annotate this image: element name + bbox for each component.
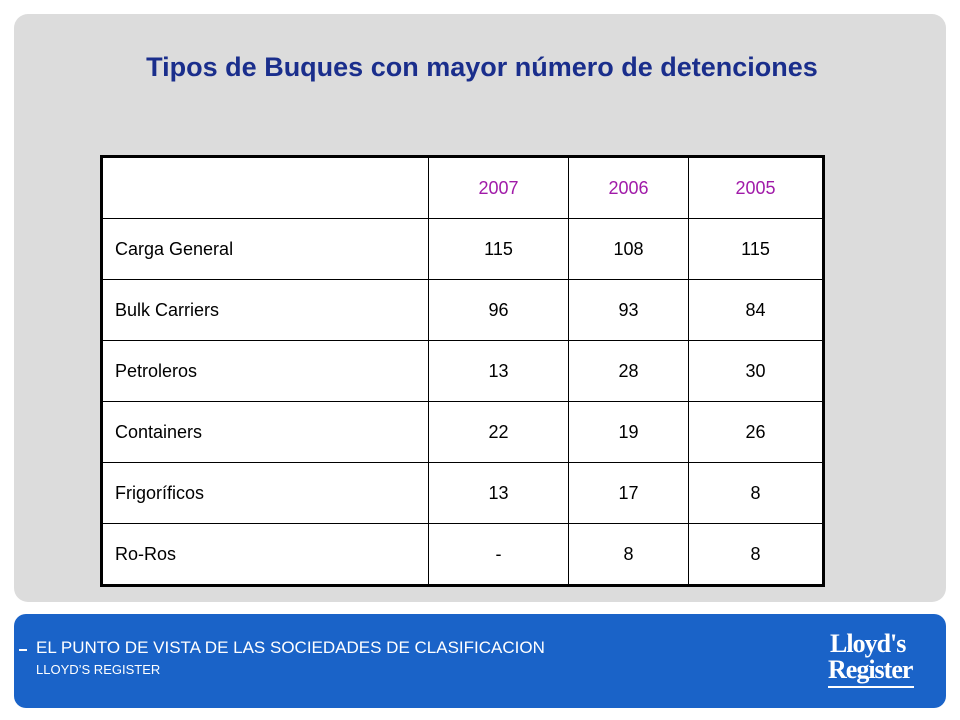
table-cell: 26 bbox=[688, 401, 824, 463]
row-label: Frigoríficos bbox=[101, 462, 429, 524]
footer-bar bbox=[14, 614, 946, 708]
row-label: Ro-Ros bbox=[101, 523, 429, 586]
logo-text-line2: Register bbox=[828, 655, 913, 684]
table-row: Carga General 115 108 115 bbox=[101, 218, 824, 280]
table-cell: 115 bbox=[688, 218, 824, 280]
table-cell: - bbox=[428, 523, 569, 586]
row-label: Petroleros bbox=[101, 340, 429, 402]
table-cell: 8 bbox=[688, 523, 824, 586]
table-row: Bulk Carriers 96 93 84 bbox=[101, 279, 824, 341]
table-cell: 30 bbox=[688, 340, 824, 402]
row-label: Bulk Carriers bbox=[101, 279, 429, 341]
row-label: Containers bbox=[101, 401, 429, 463]
table-header-row: 2007 2006 2005 bbox=[101, 156, 824, 219]
table-cell: 8 bbox=[568, 523, 689, 586]
table-cell: 17 bbox=[568, 462, 689, 524]
header-year-2005: 2005 bbox=[688, 156, 824, 219]
logo-text-line1: Lloyd's bbox=[830, 629, 906, 658]
table-cell: 19 bbox=[568, 401, 689, 463]
logo-underline bbox=[828, 686, 914, 688]
table-cell: 108 bbox=[568, 218, 689, 280]
header-year-2007: 2007 bbox=[428, 156, 569, 219]
table-cell: 28 bbox=[568, 340, 689, 402]
table-cell: 96 bbox=[428, 279, 569, 341]
slide-title: Tipos de Buques con mayor número de dete… bbox=[146, 52, 818, 82]
table-row: Ro-Ros - 8 8 bbox=[101, 523, 824, 586]
table-cell: 13 bbox=[428, 462, 569, 524]
header-corner-cell bbox=[101, 156, 429, 219]
footer-title: EL PUNTO DE VISTA DE LAS SOCIEDADES DE C… bbox=[36, 638, 545, 657]
table-cell: 22 bbox=[428, 401, 569, 463]
table-cell: 93 bbox=[568, 279, 689, 341]
table-row: Frigoríficos 13 17 8 bbox=[101, 462, 824, 524]
table-cell: 13 bbox=[428, 340, 569, 402]
footer-tick-mark bbox=[19, 649, 27, 651]
lloyds-register-logo: Lloyd's Register bbox=[826, 630, 916, 690]
table-row: Petroleros 13 28 30 bbox=[101, 340, 824, 402]
detentions-table: 2007 2006 2005 Carga General 115 108 115… bbox=[100, 155, 825, 587]
footer-subtitle: LLOYD’S REGISTER bbox=[36, 662, 161, 677]
table-cell: 84 bbox=[688, 279, 824, 341]
row-label: Carga General bbox=[101, 218, 429, 280]
header-year-2006: 2006 bbox=[568, 156, 689, 219]
table-cell: 8 bbox=[688, 462, 824, 524]
table-cell: 115 bbox=[428, 218, 569, 280]
table-row: Containers 22 19 26 bbox=[101, 401, 824, 463]
